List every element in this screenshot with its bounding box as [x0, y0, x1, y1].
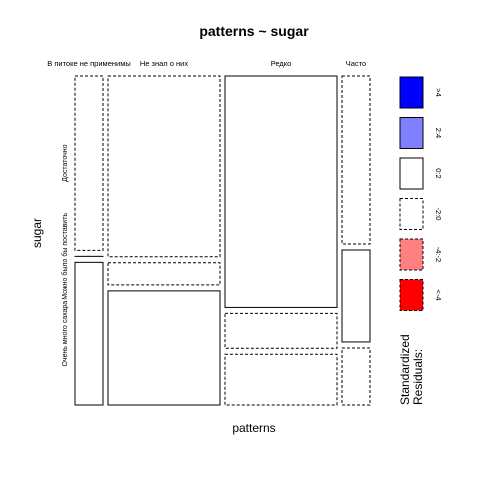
mosaic-cell [224, 312, 338, 349]
legend-swatch [399, 238, 424, 271]
mosaic-cell [341, 249, 371, 343]
legend-swatch [399, 279, 424, 311]
mosaic-cell [341, 75, 371, 245]
column-label: Не знал о них [140, 59, 188, 68]
mosaic-cell [74, 75, 104, 251]
legend-label: 0:2 [434, 168, 443, 178]
column-label: Часто [346, 59, 366, 68]
legend-swatch [399, 117, 424, 149]
mosaic-cell [107, 290, 221, 406]
legend-label: 2:4 [434, 128, 443, 138]
column-label: Редко [271, 59, 292, 68]
column-label: В питоке не применимы [47, 59, 131, 68]
legend-label: -2:0 [434, 208, 443, 221]
mosaic-cells [74, 75, 371, 406]
legend-label: -4:-2 [434, 247, 443, 262]
legend-swatch [399, 76, 424, 109]
y-axis-label: sugar [30, 218, 44, 248]
legend-label: <-4 [434, 289, 443, 300]
mosaic-cell [224, 353, 338, 406]
row-label: Достаточно [62, 144, 69, 181]
mosaic-cell [224, 75, 338, 308]
x-axis-label: patterns [232, 421, 275, 435]
mosaic-cell [341, 347, 371, 406]
legend-swatch [399, 157, 424, 190]
mosaic-cell [74, 261, 104, 406]
chart-title: patterns ~ sugar [199, 23, 309, 39]
mosaic-cell [107, 262, 221, 286]
legend-label: >4 [434, 88, 443, 97]
row-label: Очень много сахара [62, 301, 69, 367]
mosaic-cell [107, 75, 221, 258]
legend-title: Residuals: [411, 349, 425, 405]
legend-swatch [399, 198, 424, 230]
column-labels: В питоке не применимы Не знал о них Редко Ч… [47, 59, 366, 68]
legend-title: Standardized [398, 334, 412, 405]
legend: >4 2:4 0:2 -2:0 -4:-2 <-4 Standardized Residual… [398, 76, 443, 405]
row-label: Можно было бы поставить [61, 213, 69, 300]
